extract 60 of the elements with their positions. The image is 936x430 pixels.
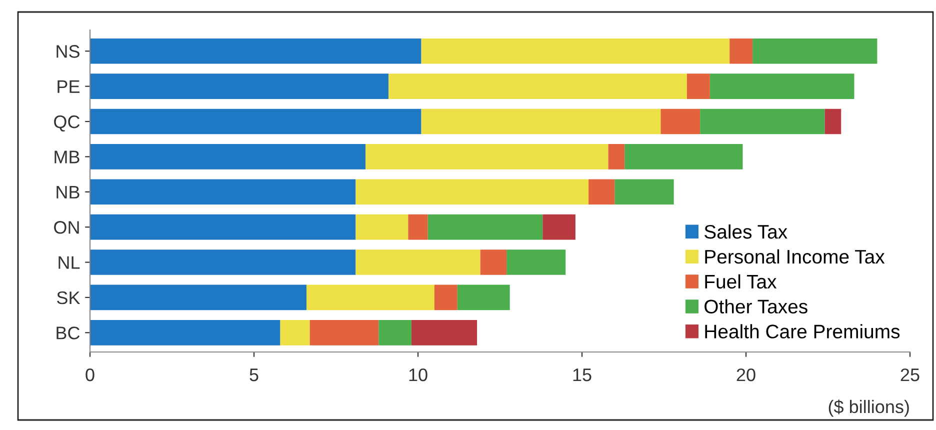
bar <box>90 214 356 240</box>
x-tick-label: 10 <box>409 368 428 382</box>
bar <box>660 108 700 134</box>
bar <box>480 250 507 275</box>
bar <box>421 108 661 134</box>
bar <box>752 38 878 64</box>
bar <box>542 214 576 240</box>
y-tick-label: PE <box>58 80 80 93</box>
legend-label: Other Taxes <box>704 299 808 314</box>
bar <box>624 144 743 170</box>
y-tick-label: BC <box>56 326 80 340</box>
y-tick-label: MB <box>54 150 80 164</box>
x-tick-label: 20 <box>736 368 756 382</box>
bar <box>90 108 422 134</box>
bar <box>457 284 510 310</box>
legend-label: Fuel Tax <box>705 274 777 289</box>
bar <box>356 179 589 205</box>
bar <box>434 284 458 310</box>
legend-label: Personal Income Tax <box>705 249 885 264</box>
bar <box>356 214 408 240</box>
bar <box>730 38 753 64</box>
bar <box>90 284 306 310</box>
bar <box>700 108 825 134</box>
y-tick-label: NS <box>56 45 80 58</box>
bar <box>306 284 434 310</box>
x-axis-title: ($ billions) <box>828 400 909 417</box>
x-tick-label: 0 <box>86 368 94 382</box>
bar <box>428 214 543 240</box>
bar <box>614 179 674 205</box>
y-tick-label: SK <box>57 291 80 304</box>
x-tick-label: 25 <box>900 368 920 382</box>
legend-label: Sales Tax <box>704 224 788 239</box>
bar <box>90 179 356 205</box>
bar <box>356 250 480 275</box>
legend-label: Health Care Premiums <box>705 324 900 338</box>
bar <box>366 144 608 170</box>
bar <box>90 74 388 99</box>
bar <box>378 320 412 346</box>
bar <box>90 38 422 64</box>
bar <box>90 320 280 346</box>
bar <box>710 74 854 99</box>
y-tick-label: NB <box>56 186 80 198</box>
bar <box>588 179 615 205</box>
y-tick-label: ON <box>54 221 79 234</box>
bar <box>421 38 730 64</box>
bar <box>388 74 687 99</box>
bar <box>90 250 356 275</box>
bar <box>411 320 478 346</box>
bar <box>608 144 625 170</box>
bar <box>90 144 366 170</box>
x-tick-label: 5 <box>250 368 258 382</box>
bar <box>506 250 566 275</box>
y-tick-label: NL <box>58 256 80 269</box>
bar <box>310 320 379 346</box>
bar <box>280 320 310 346</box>
bar <box>686 74 710 99</box>
x-tick-label: 15 <box>573 368 592 382</box>
bar <box>824 108 842 134</box>
bar <box>408 214 428 240</box>
y-tick-label: QC <box>54 115 80 132</box>
